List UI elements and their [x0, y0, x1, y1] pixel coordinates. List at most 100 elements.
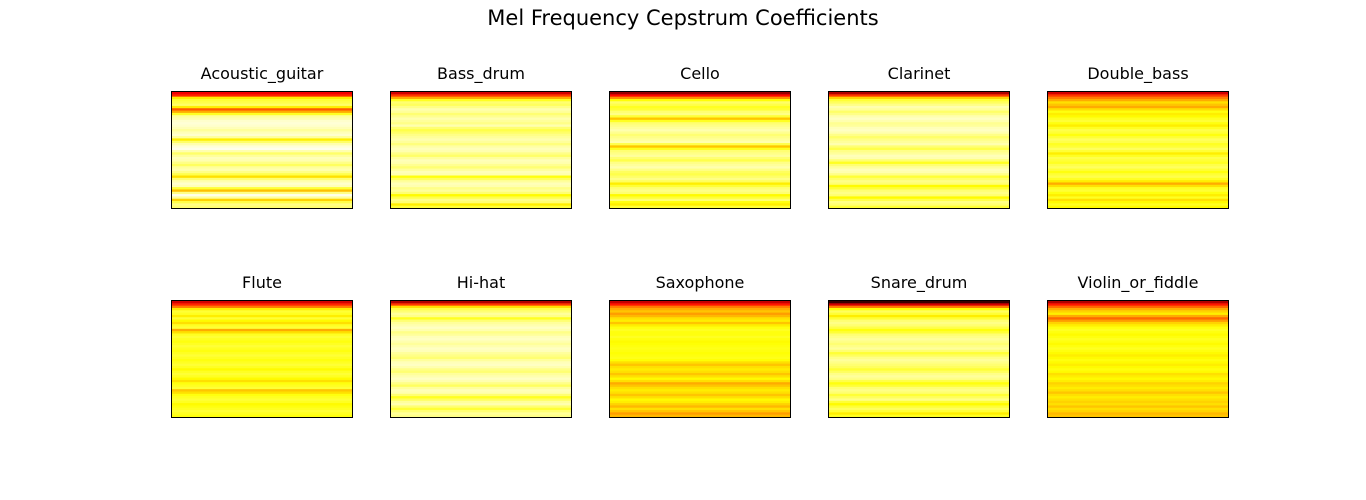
panel-title: Double_bass: [1087, 64, 1189, 83]
panel-title: Hi-hat: [456, 273, 506, 292]
heatmap-band: [172, 324, 352, 328]
heatmap-band: [172, 168, 352, 172]
heatmap-band: [610, 335, 790, 339]
heatmap-band: [1048, 379, 1228, 383]
heatmap-band: [172, 403, 352, 406]
heatmap-band: [1048, 345, 1228, 348]
heatmap-band: [1048, 94, 1228, 98]
heatmap-band: [610, 156, 790, 160]
heatmap-band: [172, 145, 352, 149]
heatmap-band: [829, 92, 1009, 95]
figure-title: Mel Frequency Cepstrum Coefficients: [487, 6, 879, 30]
heatmap-band: [1048, 391, 1228, 395]
heatmap-band: [610, 182, 790, 186]
heatmap-band: [610, 382, 790, 386]
heatmap-band: [1048, 361, 1228, 365]
heatmap-band: [829, 307, 1009, 311]
heatmap-band: [391, 398, 571, 402]
heatmap-band: [829, 410, 1009, 413]
heatmap-band: [610, 331, 790, 335]
heatmap-band: [829, 124, 1009, 128]
heatmap-band: [172, 326, 352, 330]
heatmap-band: [1048, 145, 1228, 149]
heatmap-band: [829, 150, 1009, 153]
heatmap-band: [829, 303, 1009, 307]
heatmap-band: [829, 103, 1009, 107]
heatmap-band: [172, 405, 352, 409]
heatmap-band: [610, 115, 790, 119]
heatmap-band: [1048, 340, 1228, 344]
heatmap-band: [391, 168, 571, 172]
heatmap-band: [610, 345, 790, 348]
heatmap-band: [829, 312, 1009, 316]
heatmap-band: [172, 180, 352, 184]
heatmap-band: [391, 301, 571, 304]
heatmap-band: [610, 131, 790, 135]
heatmap-band: [172, 414, 352, 418]
heatmap-band: [172, 382, 352, 386]
heatmap-band: [829, 359, 1009, 362]
heatmap-plot: [828, 300, 1010, 418]
heatmap-band: [610, 161, 790, 165]
heatmap-band: [172, 177, 352, 181]
heatmap-band: [610, 154, 790, 158]
heatmap-band: [610, 94, 790, 98]
heatmap-band: [1048, 110, 1228, 114]
heatmap-band: [391, 326, 571, 330]
heatmap-band: [172, 154, 352, 158]
heatmap-band: [391, 365, 571, 369]
heatmap-band: [610, 400, 790, 404]
heatmap-band: [829, 342, 1009, 346]
heatmap-band: [391, 92, 571, 95]
heatmap-band: [610, 384, 790, 388]
heatmap-band: [610, 338, 790, 342]
heatmap-band: [1048, 173, 1228, 177]
heatmap-band: [610, 159, 790, 163]
heatmap-band: [610, 96, 790, 100]
heatmap-band: [1048, 331, 1228, 335]
heatmap-band: [610, 393, 790, 397]
heatmap-band: [829, 368, 1009, 372]
heatmap-band: [610, 324, 790, 328]
heatmap-band: [391, 349, 571, 353]
heatmap-band: [610, 203, 790, 207]
heatmap-band: [1048, 161, 1228, 165]
heatmap-band: [391, 112, 571, 116]
heatmap-band: [391, 386, 571, 390]
heatmap-band: [610, 180, 790, 184]
heatmap-band: [829, 403, 1009, 406]
heatmap-band: [829, 324, 1009, 328]
heatmap-band: [172, 166, 352, 170]
heatmap-band: [829, 184, 1009, 188]
heatmap-band: [172, 377, 352, 381]
heatmap-band: [1048, 359, 1228, 362]
heatmap-band: [829, 136, 1009, 139]
heatmap-band: [172, 194, 352, 197]
heatmap-band: [172, 140, 352, 144]
heatmap-band: [1048, 163, 1228, 167]
heatmap-band: [610, 108, 790, 112]
heatmap-band: [391, 407, 571, 411]
heatmap-band: [829, 365, 1009, 369]
axes-frame: [828, 91, 1010, 209]
heatmap-band: [172, 356, 352, 360]
heatmap-band: [610, 143, 790, 146]
heatmap-plot: [171, 300, 353, 418]
heatmap-band: [610, 349, 790, 353]
heatmap-band: [829, 305, 1009, 309]
heatmap-band: [1048, 115, 1228, 119]
heatmap-band: [829, 384, 1009, 388]
heatmap-band: [172, 398, 352, 402]
heatmap-band: [1048, 375, 1228, 379]
heatmap-band: [1048, 342, 1228, 346]
heatmap-band: [172, 349, 352, 353]
heatmap-panel-violin-or-fiddle: Violin_or_fiddle: [1047, 273, 1229, 418]
heatmap-band: [610, 168, 790, 172]
axes-frame: [609, 300, 791, 418]
heatmap-band: [172, 396, 352, 400]
heatmap-band: [1048, 105, 1228, 109]
heatmap-band: [610, 352, 790, 355]
heatmap-band: [610, 405, 790, 409]
heatmap-band: [172, 126, 352, 130]
heatmap-band: [172, 133, 352, 137]
